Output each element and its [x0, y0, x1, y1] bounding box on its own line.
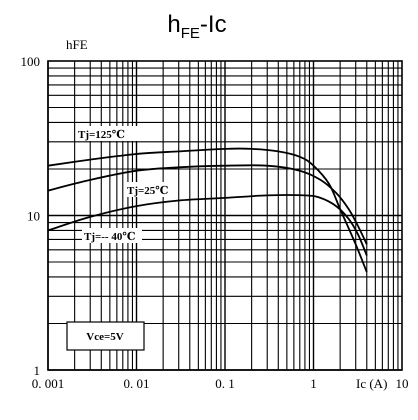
y-tick-labels: 1 10 100 — [21, 54, 41, 378]
label-25-bg — [125, 182, 173, 197]
x-tick-label: 1 — [310, 376, 317, 391]
vce-annotation: Vce=5V — [86, 331, 123, 343]
curve-tj-minus40c — [47, 194, 368, 256]
x-tick-label: 0. 01 — [124, 376, 150, 391]
curve-tj-125c — [47, 147, 368, 273]
x-tick-label: 0. 1 — [215, 376, 235, 391]
y-axis-label: hFE — [66, 37, 88, 52]
series-label-minus40c: Tj=-- 40℃ — [84, 231, 136, 243]
curve-tj-25c — [47, 164, 368, 245]
y-tick-label: 100 — [21, 54, 41, 69]
y-tick-label: 10 — [27, 209, 40, 224]
plot-frame — [47, 60, 403, 371]
curves — [47, 147, 368, 273]
vce-annotation-box — [66, 321, 145, 351]
chart-title-subscript: FE — [181, 25, 200, 42]
chart-title: hFE-Ic — [167, 11, 226, 42]
x-axis-label: Ic (A) — [356, 376, 387, 391]
grid — [47, 60, 403, 371]
series-label-25c: Tj=25℃ — [127, 185, 168, 197]
chart-title-rest: -Ic — [200, 11, 227, 38]
label-minus40-bg — [82, 228, 142, 243]
label-125-bg — [76, 126, 138, 141]
y-tick-label: 1 — [34, 363, 41, 378]
x-tick-label: 0. 001 — [32, 376, 65, 391]
series-label-125c: Tj=125℃ — [78, 129, 125, 141]
x-tick-label: 10 — [396, 376, 409, 391]
x-tick-labels: 0. 001 0. 01 0. 1 1 10 — [32, 376, 409, 391]
chart-title-main: h — [167, 11, 180, 38]
